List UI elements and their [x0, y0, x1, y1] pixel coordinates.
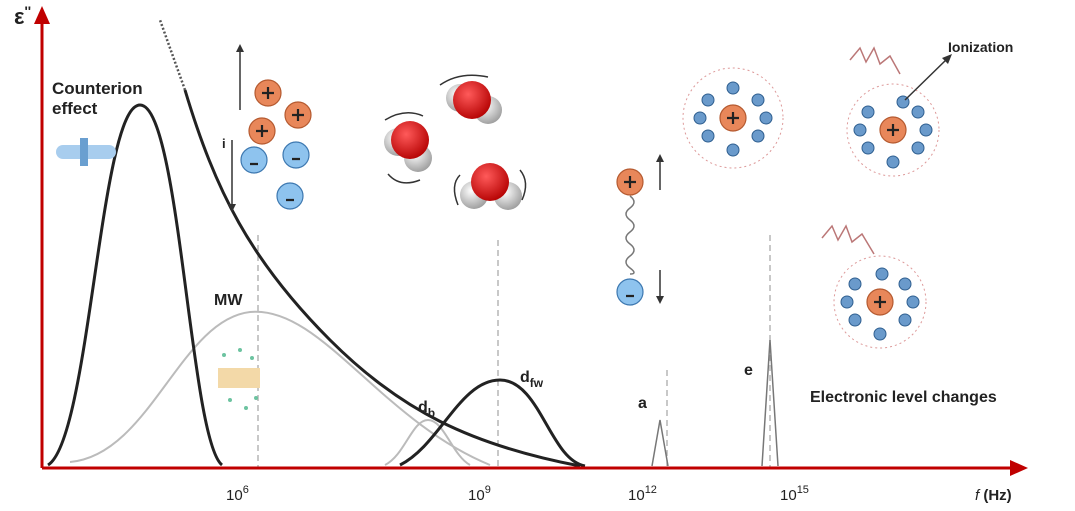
base: 10: [780, 487, 797, 504]
base: 10: [468, 487, 485, 504]
y-axis-label: ε'': [14, 3, 31, 29]
tick-label: 109: [468, 484, 491, 504]
label: MW: [214, 292, 243, 309]
tick-label: 1015: [780, 484, 809, 504]
membrane-icon: [56, 138, 260, 410]
exp: 6: [243, 484, 249, 496]
base: 10: [226, 487, 243, 504]
exp: 9: [485, 484, 491, 496]
prime: '': [24, 3, 31, 19]
label: Ionization: [948, 39, 1013, 55]
unit: (Hz): [983, 487, 1011, 504]
x-axis-label: f (Hz): [975, 487, 1012, 504]
label: a: [638, 395, 647, 412]
symbol: ε: [14, 4, 25, 29]
label: e: [744, 362, 753, 379]
axes: [34, 6, 1028, 476]
main: d: [520, 369, 530, 386]
water-molecules: [384, 74, 527, 210]
label: db: [418, 399, 435, 420]
sub: b: [428, 406, 435, 420]
exp: 12: [645, 484, 657, 496]
label: i: [222, 136, 226, 151]
sub: fw: [530, 376, 544, 390]
curves: [47, 19, 779, 468]
var: f: [975, 487, 981, 504]
label: dfw: [520, 369, 544, 390]
x-ticks: 106 109 1012 1015: [226, 484, 809, 504]
tick-label: 106: [226, 484, 249, 504]
label: Counterion: [52, 79, 143, 98]
guides: [257, 235, 771, 468]
ion-pair: [616, 154, 664, 306]
label: effect: [52, 99, 98, 118]
tick-label: 1012: [628, 484, 657, 504]
atoms: [682, 46, 952, 349]
ion-cluster: [228, 44, 312, 212]
base: 10: [628, 487, 645, 504]
main: d: [418, 399, 428, 416]
exp: 15: [797, 484, 809, 496]
label: Electronic level changes: [810, 389, 997, 406]
